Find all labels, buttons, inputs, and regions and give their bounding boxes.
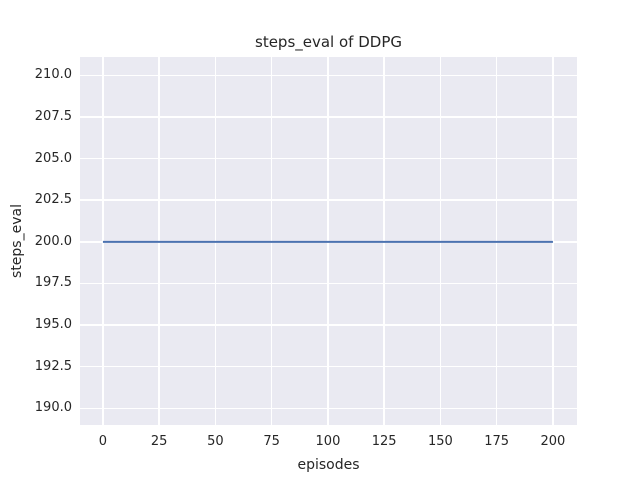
x-tick-label: 75 — [263, 434, 280, 449]
horizontal-gridline — [80, 324, 577, 326]
y-tick-label: 210.0 — [34, 67, 72, 83]
line-series — [102, 240, 553, 243]
vertical-gridline — [102, 57, 104, 425]
horizontal-gridline — [80, 407, 577, 410]
horizontal-gridline — [80, 282, 577, 285]
plot-area — [80, 57, 577, 425]
x-tick-label: 200 — [540, 434, 566, 449]
horizontal-gridline — [80, 157, 577, 160]
y-tick-label: 197.5 — [34, 275, 72, 291]
horizontal-gridline — [80, 199, 577, 201]
horizontal-gridline — [80, 365, 577, 368]
y-tick-label: 202.5 — [34, 192, 72, 208]
y-tick-label: 205.0 — [34, 150, 72, 166]
horizontal-gridline — [80, 74, 577, 77]
x-axis-label: episodes — [297, 457, 360, 473]
x-tick-label: 150 — [428, 434, 453, 449]
x-tick-label: 0 — [98, 434, 108, 449]
x-tick-label: 25 — [150, 434, 168, 449]
x-tick-label: 125 — [371, 434, 397, 449]
horizontal-gridline — [80, 116, 577, 118]
chart-title: steps_eval of DDPG — [255, 33, 402, 51]
y-tick-label: 207.5 — [34, 108, 72, 124]
x-tick-label: 100 — [315, 434, 341, 449]
x-tick-label: 50 — [207, 434, 224, 449]
y-tick-label: 200.0 — [34, 233, 72, 249]
y-tick-label: 190.0 — [34, 400, 72, 416]
y-tick-label: 192.5 — [34, 358, 72, 374]
y-tick-label: 195.0 — [34, 317, 72, 333]
x-tick-label: 175 — [484, 434, 510, 449]
